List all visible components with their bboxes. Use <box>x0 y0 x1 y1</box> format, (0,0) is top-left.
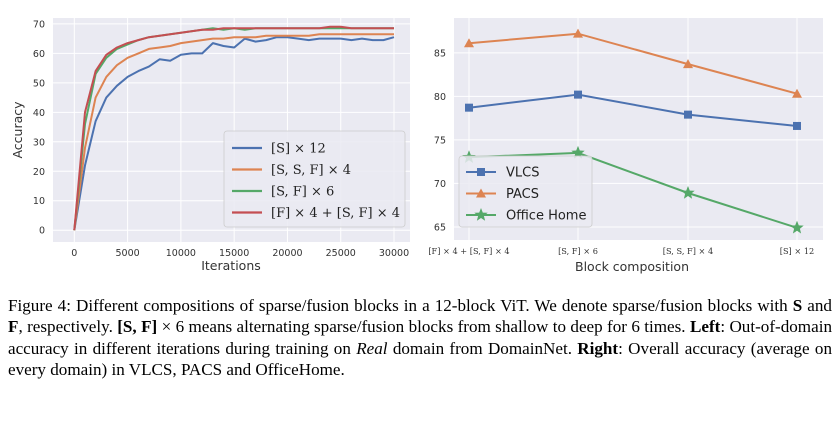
right-legend-label: VLCS <box>506 166 539 181</box>
right-y-tick-label: 70 <box>434 179 446 190</box>
caption-real-domain: Real <box>356 338 388 358</box>
left-legend: [S] × 12 [S, S, F] × 4 [S, F] × 6 [F] × 4 +… <box>223 130 406 228</box>
left-y-tick-label: 50 <box>33 78 45 89</box>
right-series-line-pacs <box>468 32 798 95</box>
right-point-office-home <box>790 220 804 234</box>
left-x-tick-labels: 0 5000 10000 15000 20000 25000 30000 <box>71 248 409 259</box>
right-legend: VLCS PACS Office Home <box>458 155 593 228</box>
left-y-tick-label: 20 <box>33 167 45 178</box>
caption-symbol-f: F <box>8 317 19 337</box>
caption-text: domain from DomainNet. <box>387 338 578 358</box>
left-accuracy-chart: 0 5000 10000 15000 20000 25000 30000 0 10 20 30 40… <box>10 18 410 273</box>
right-x-axis-label: Block composition <box>575 259 689 274</box>
right-y-tick-labels: 65 70 75 80 85 <box>434 48 446 233</box>
left-legend-label: [S, S, F] × 4 <box>271 163 351 178</box>
left-y-tick-label: 70 <box>33 19 45 30</box>
right-x-tick-labels: [F] × 4 + [S, F] × 4 [S, F] × 6 [S, S, F] … <box>428 246 814 256</box>
left-x-tick-label: 30000 <box>379 248 409 259</box>
right-x-tick-label: [F] × 4 + [S, F] × 4 <box>428 246 509 256</box>
left-y-tick-label: 10 <box>33 196 45 207</box>
caption-text: , respectively. <box>18 317 118 337</box>
left-series-line-s-s-f-4 <box>73 33 394 231</box>
left-y-axis-label: Accuracy <box>10 101 25 159</box>
left-x-tick-label: 20000 <box>272 248 302 259</box>
right-legend-marker-office-home <box>474 208 488 221</box>
right-point-office-home <box>681 186 695 199</box>
left-legend-box <box>223 130 406 228</box>
caption-left-label: Left <box>689 317 721 337</box>
right-point-office-home <box>571 145 585 159</box>
right-composition-chart: 65 70 75 80 85 [F] × 4 + [S, F] × 4 [S, F] × … <box>428 18 823 274</box>
caption-symbol-s: S <box>792 296 803 315</box>
right-legend-marker-pacs <box>476 188 486 198</box>
caption-figure-label: Figure 4: <box>8 296 71 315</box>
figure: 0 5000 10000 15000 20000 25000 30000 0 10 20 30 40… <box>10 18 823 274</box>
caption-text: × 6 means alternating sparse/fusion bloc… <box>157 317 690 337</box>
left-x-axis-label: Iterations <box>201 258 261 273</box>
left-x-tick-label: 25000 <box>326 248 356 259</box>
right-y-tick-label: 75 <box>434 135 446 146</box>
right-point-pacs <box>792 88 802 98</box>
left-x-tick-label: 15000 <box>219 248 249 259</box>
left-series-line-f-4-s-f-4 <box>73 25 394 231</box>
caption-symbol-sf: [S, F] <box>117 317 158 337</box>
right-point-vlcs <box>465 103 473 112</box>
right-series-line-vlcs <box>468 93 798 127</box>
left-x-tick-label: 0 <box>71 248 77 259</box>
caption-text: and <box>802 296 832 315</box>
right-legend-label: Office Home <box>506 209 586 224</box>
right-legend-label: PACS <box>506 187 539 202</box>
right-point-pacs <box>464 38 474 48</box>
left-y-tick-label: 0 <box>39 226 45 237</box>
right-x-tick-label: [S, S, F] × 4 <box>663 246 713 256</box>
left-x-tick-label: 10000 <box>166 248 196 259</box>
right-point-vlcs <box>684 110 692 119</box>
right-series-line-office-home <box>468 151 798 229</box>
left-series-lines <box>73 25 395 231</box>
right-x-tick-label: [S] × 12 <box>780 246 814 256</box>
right-legend-marker-vlcs <box>477 168 485 176</box>
left-legend-label: [F] × 4 + [S, F] × 4 <box>271 206 400 221</box>
right-x-tick-label: [S, F] × 6 <box>558 246 598 256</box>
right-point-vlcs <box>793 121 801 130</box>
right-y-tick-label: 85 <box>434 48 446 59</box>
left-y-tick-label: 30 <box>33 137 45 148</box>
left-series-line-s-12 <box>73 36 395 231</box>
caption-right-label: Right <box>577 338 619 358</box>
right-series-lines <box>462 28 804 234</box>
left-y-tick-label: 40 <box>33 108 45 119</box>
left-y-tick-label: 60 <box>33 49 45 60</box>
right-legend-box <box>458 155 593 228</box>
caption-text: : Out-of-domain accuracy in different it… <box>8 317 832 358</box>
left-legend-label: [S, F] × 6 <box>271 185 334 200</box>
right-point-vlcs <box>574 90 582 99</box>
right-y-tick-label: 65 <box>434 222 446 233</box>
caption-text: Different compositions of sparse/fusion … <box>70 296 793 315</box>
caption-text: : Overall accuracy (average on every dom… <box>8 338 832 380</box>
left-legend-label: [S] × 12 <box>271 142 326 157</box>
figure-caption: Figure 4: Different compositions of spar… <box>8 295 832 381</box>
right-point-pacs <box>683 59 693 69</box>
left-y-tick-labels: 0 10 20 30 40 50 60 70 <box>33 19 45 236</box>
right-point-pacs <box>573 28 583 38</box>
right-y-tick-label: 80 <box>434 92 446 103</box>
left-x-tick-label: 5000 <box>116 248 140 259</box>
